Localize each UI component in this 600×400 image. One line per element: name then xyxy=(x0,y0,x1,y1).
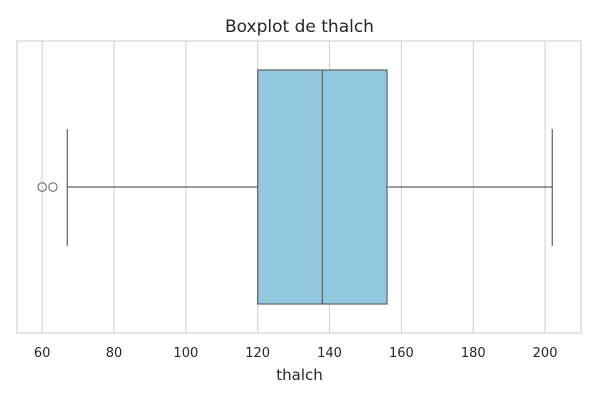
x-tick-label-160: 160 xyxy=(389,346,414,361)
chart-title: Boxplot de thalch xyxy=(225,17,374,37)
x-tick-label-140: 140 xyxy=(317,346,342,361)
x-tick-label-120: 120 xyxy=(245,346,270,361)
box-layer xyxy=(37,69,553,305)
x-tick-label-200: 200 xyxy=(533,346,558,361)
x-tick-label-100: 100 xyxy=(173,346,198,361)
x-tick-label-180: 180 xyxy=(461,346,486,361)
plot-frame xyxy=(16,40,582,334)
x-tick-label-60: 60 xyxy=(34,346,51,361)
outlier-point-1 xyxy=(37,182,47,192)
x-axis-label: thalch xyxy=(276,366,323,384)
x-tick-label-80: 80 xyxy=(106,346,123,361)
x-tick-labels: 60 80 100 120 140 160 180 200 xyxy=(34,346,558,361)
outlier-point-2 xyxy=(48,182,58,192)
